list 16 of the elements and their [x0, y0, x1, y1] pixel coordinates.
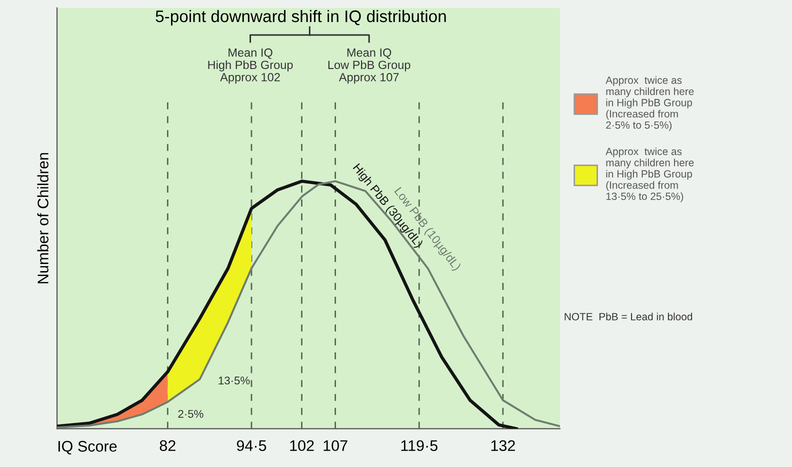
chart-title: 5-point downward shift in IQ distribution [156, 10, 446, 26]
text: NOTE PbB = Lead in blood [564, 312, 692, 320]
legend-label: Approx twice as many children here in High PbB Group (Increased from 13·5% to 25·5%) [606, 147, 694, 202]
legend-label: Approx twice as many children here in High PbB Group (Increased from 2·5% to 5·5%) [606, 76, 694, 131]
x-tick-label: 82 [160, 440, 176, 452]
x-axis-title: IQ Score [58, 440, 117, 454]
annotation: 2·5% [178, 410, 204, 418]
x-tick-label: 119·5 [401, 440, 438, 452]
y-axis-title: Number of Children [37, 153, 48, 284]
text: Mean IQ High PbB Group Approx 102 [208, 48, 293, 84]
text: Mean IQ Low PbB Group Approx 107 [328, 48, 410, 84]
x-tick-label: 94·5 [236, 440, 266, 452]
annotation: 13·5% [218, 376, 250, 384]
x-tick-label: 102 [290, 440, 314, 452]
x-tick-label: 107 [324, 440, 348, 452]
x-tick-label: 132 [491, 440, 515, 452]
